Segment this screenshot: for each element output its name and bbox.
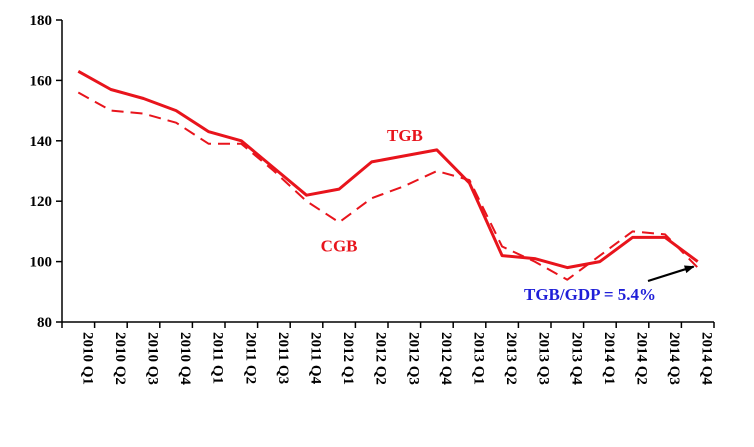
series-label-tgb: TGB: [387, 126, 423, 145]
x-axis-ticks: 2010 Q1 2010 Q2 2010 Q3 2010 Q4 2011 Q1 2011 …: [61, 322, 715, 385]
x-tick-label: 2014 Q4: [699, 332, 715, 385]
y-tick-label: 180: [30, 13, 53, 29]
y-tick-label: 160: [30, 73, 53, 89]
x-tick-label: 2012 Q3: [405, 332, 421, 385]
series-lines: [77, 69, 699, 281]
x-tick-label: 2011 Q3: [275, 332, 291, 384]
y-tick-label: 120: [30, 194, 53, 210]
series-labels: TGB CGB: [321, 126, 423, 255]
x-tick-label: 2011 Q4: [308, 332, 324, 385]
series-line-tgb: [77, 69, 699, 270]
annotation-arrow: [647, 265, 695, 283]
x-tick-label: 2011 Q2: [242, 332, 258, 384]
series-line-cgb: [77, 91, 699, 281]
x-tick-label: 2012 Q2: [373, 332, 389, 385]
y-axis-ticks: 80 100 120 140 160 180: [30, 13, 62, 331]
y-tick-label: 140: [30, 134, 53, 150]
axes: [61, 20, 714, 323]
x-tick-label: 2014 Q2: [634, 332, 650, 385]
x-tick-label: 2013 Q1: [471, 332, 487, 385]
series-label-cgb: CGB: [321, 236, 358, 255]
x-tick-label: 2012 Q4: [438, 332, 454, 385]
y-tick-label: 100: [30, 255, 53, 271]
x-tick-label: 2013 Q2: [503, 332, 519, 385]
x-tick-label: 2013 Q3: [536, 332, 552, 385]
x-tick-label: 2010 Q1: [79, 332, 95, 385]
annotations: TGB/GDP = 5.4%: [524, 265, 695, 304]
x-tick-label: 2013 Q4: [568, 332, 584, 385]
x-tick-label: 2010 Q2: [112, 332, 128, 385]
x-tick-label: 2010 Q3: [145, 332, 161, 385]
y-tick-label: 80: [37, 315, 52, 331]
x-tick-label: 2011 Q1: [210, 332, 226, 384]
annotation-label: TGB/GDP = 5.4%: [524, 285, 656, 304]
x-tick-label: 2014 Q1: [601, 332, 617, 385]
x-tick-label: 2014 Q3: [666, 332, 682, 385]
x-tick-label: 2010 Q4: [177, 332, 193, 385]
x-tick-label: 2012 Q1: [340, 332, 356, 385]
